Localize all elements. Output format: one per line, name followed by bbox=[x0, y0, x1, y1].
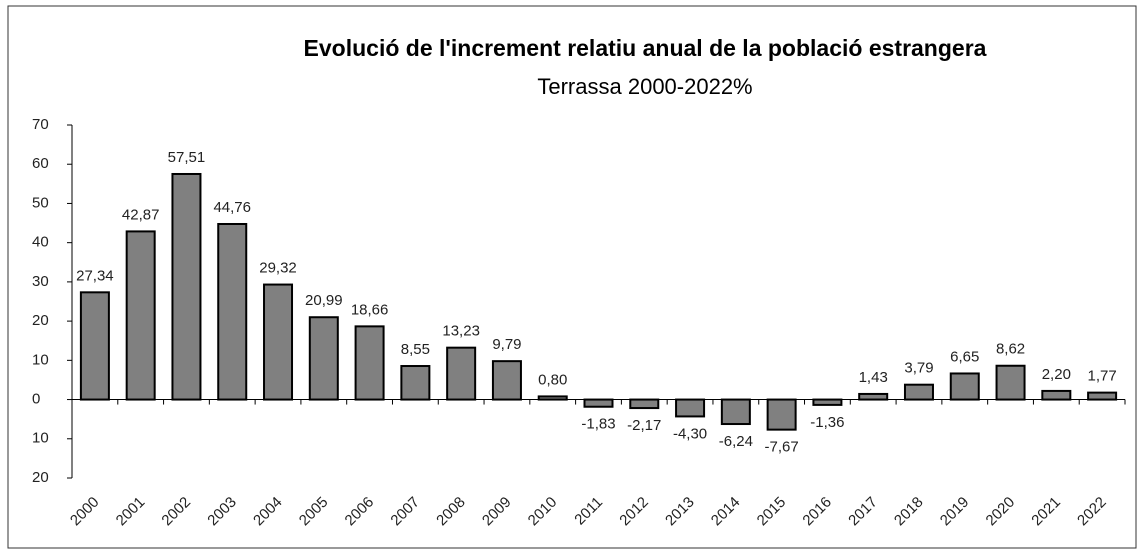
data-label: 8,62 bbox=[996, 341, 1025, 358]
data-label: 20,99 bbox=[305, 292, 343, 309]
bar bbox=[812, 398, 843, 406]
data-label: -6,24 bbox=[719, 433, 753, 450]
data-label: 29,32 bbox=[259, 260, 297, 277]
bar bbox=[1041, 389, 1072, 401]
bar bbox=[400, 365, 431, 401]
bar bbox=[354, 325, 385, 401]
chart-title: Evolució de l'increment relatiu anual de… bbox=[304, 35, 987, 61]
data-label: 2,20 bbox=[1042, 366, 1071, 383]
y-tick-label: 20 bbox=[32, 312, 49, 329]
data-label: -1,83 bbox=[581, 416, 615, 433]
bar bbox=[79, 291, 110, 401]
data-label: 1,43 bbox=[859, 369, 888, 386]
bar bbox=[308, 316, 339, 401]
bar bbox=[903, 383, 934, 401]
data-label: 9,79 bbox=[492, 336, 521, 353]
data-label: 3,79 bbox=[904, 360, 933, 377]
y-tick-label: 0 bbox=[32, 391, 40, 408]
data-label: -1,36 bbox=[810, 414, 844, 431]
bar bbox=[1087, 391, 1118, 401]
data-label: 57,51 bbox=[168, 149, 206, 166]
y-tick-label: 70 bbox=[32, 116, 49, 133]
y-tick-label: 30 bbox=[32, 273, 49, 290]
y-tick-label: 60 bbox=[32, 155, 49, 172]
y-tick-label: 10 bbox=[32, 351, 49, 368]
data-label: -4,30 bbox=[673, 425, 707, 442]
data-label: 42,87 bbox=[122, 206, 160, 223]
data-label: 18,66 bbox=[351, 301, 389, 318]
bar bbox=[675, 398, 706, 418]
bar bbox=[858, 392, 889, 401]
bar bbox=[537, 395, 568, 401]
data-label: 13,23 bbox=[442, 323, 480, 340]
bar bbox=[720, 398, 751, 426]
y-tick-label: 50 bbox=[32, 194, 49, 211]
bar bbox=[766, 398, 797, 431]
bar bbox=[125, 230, 156, 401]
bar bbox=[263, 283, 294, 401]
data-label: 6,65 bbox=[950, 348, 979, 365]
bar bbox=[446, 346, 477, 401]
data-label: 1,77 bbox=[1088, 368, 1117, 385]
y-tick-label: 10 bbox=[32, 430, 49, 447]
data-label: 0,80 bbox=[538, 371, 567, 388]
y-tick-label: 20 bbox=[32, 469, 49, 486]
data-label: 44,76 bbox=[213, 199, 251, 216]
chart-subtitle: Terrassa 2000-2022% bbox=[537, 74, 752, 99]
data-label: -7,67 bbox=[765, 439, 799, 456]
bar bbox=[491, 360, 522, 401]
data-label: 27,34 bbox=[76, 267, 114, 284]
data-label: 8,55 bbox=[401, 341, 430, 358]
bar bbox=[583, 398, 614, 408]
bar bbox=[949, 372, 980, 401]
bar bbox=[995, 364, 1026, 401]
bar bbox=[171, 172, 202, 401]
data-label: -2,17 bbox=[627, 417, 661, 434]
bar bbox=[217, 222, 248, 401]
y-tick-label: 40 bbox=[32, 234, 49, 251]
bar bbox=[629, 398, 660, 410]
